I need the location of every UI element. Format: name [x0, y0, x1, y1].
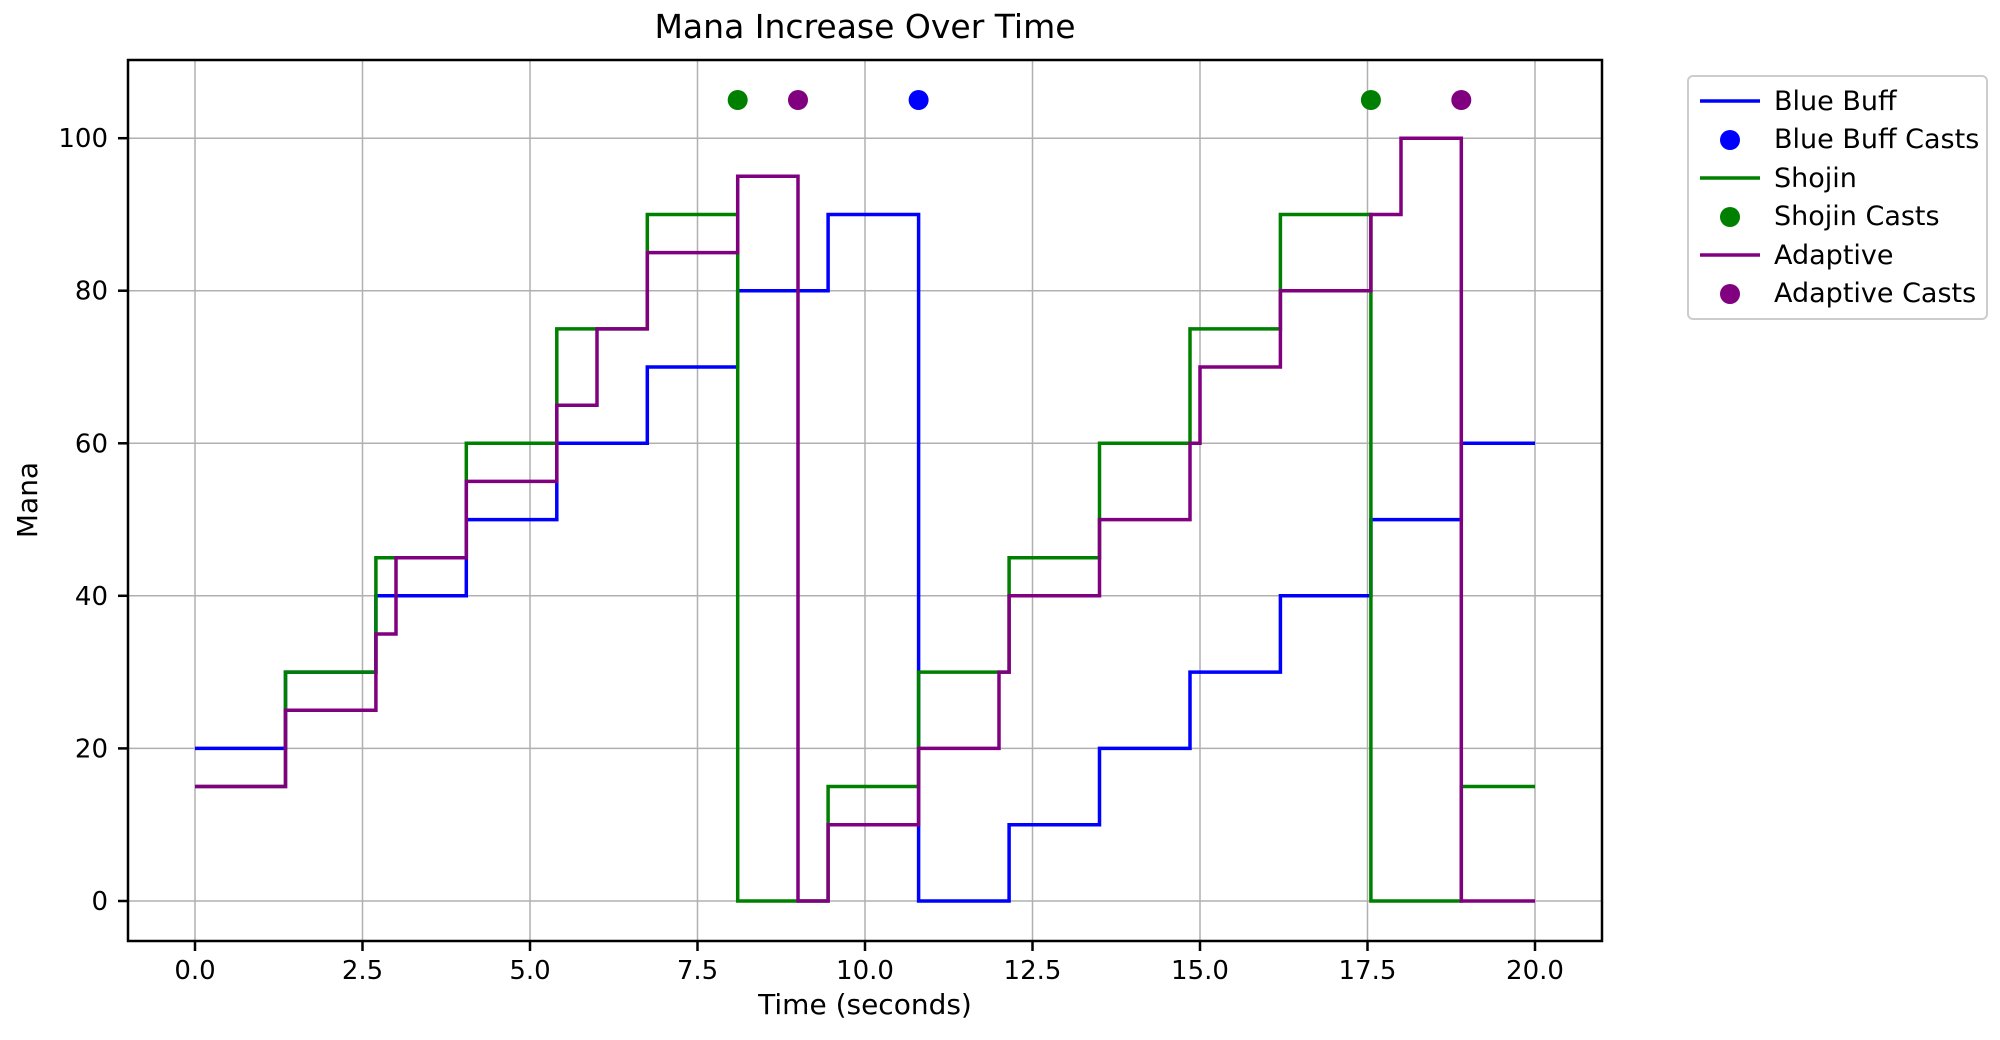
legend-marker-sample — [1720, 283, 1740, 304]
legend-line-sample — [1700, 253, 1760, 257]
x-tick-label: 17.5 — [1339, 956, 1397, 986]
x-tick-label: 7.5 — [677, 956, 718, 986]
legend-label: Blue Buff Casts — [1774, 124, 1980, 156]
y-tick-label: 20 — [75, 734, 108, 764]
legend-item-adaptive-casts: Adaptive Casts — [1696, 277, 1982, 311]
x-axis-label: Time (seconds) — [758, 988, 972, 1021]
legend-line-sample — [1700, 99, 1760, 104]
chart-title: Mana Increase Over Time — [654, 7, 1076, 46]
legend-label: Shojin Casts — [1774, 201, 1940, 233]
legend: Blue Buff Blue Buff Casts Shojin Shojin Cas… — [1687, 75, 1988, 320]
y-tick-label: 0 — [91, 887, 108, 917]
legend-line-sample — [1700, 176, 1760, 181]
x-tick-label: 20.0 — [1506, 956, 1564, 986]
series-line-adaptive — [195, 136, 1535, 903]
legend-marker-sample — [1720, 206, 1740, 227]
y-axis-label: Mana — [11, 461, 44, 539]
legend-marker-sample — [1720, 129, 1740, 150]
y-tick-label: 80 — [75, 277, 108, 307]
x-tick-label: 10.0 — [836, 956, 894, 986]
legend-item-blue-buff: Blue Buff — [1696, 84, 1982, 118]
x-tick-label: 12.5 — [1004, 956, 1062, 986]
legend-item-shojin-casts: Shojin Casts — [1696, 200, 1982, 234]
legend-label: Blue Buff — [1774, 85, 1897, 117]
x-tick-label: 15.0 — [1171, 956, 1229, 986]
series-line-blue-buff — [195, 212, 1535, 903]
legend-label: Adaptive Casts — [1774, 278, 1977, 310]
y-tick-label: 100 — [58, 124, 108, 154]
x-tick-label: 2.5 — [342, 956, 383, 986]
cast-marker-blue-buff-casts — [908, 90, 929, 110]
cast-marker-adaptive-casts — [1451, 90, 1472, 110]
cast-marker-shojin-casts — [727, 90, 748, 110]
cast-marker-shojin-casts — [1360, 90, 1381, 110]
cast-marker-adaptive-casts — [788, 90, 808, 110]
y-tick-label: 40 — [75, 582, 108, 612]
legend-item-adaptive: Adaptive — [1696, 238, 1982, 272]
legend-label: Adaptive — [1774, 239, 1894, 271]
x-tick-label: 5.0 — [509, 956, 550, 986]
y-tick-label: 60 — [75, 429, 108, 459]
legend-item-blue-buff-casts: Blue Buff Casts — [1696, 123, 1982, 157]
legend-label: Shojin — [1774, 162, 1857, 194]
legend-item-shojin: Shojin — [1696, 161, 1982, 195]
x-tick-label: 0.0 — [174, 956, 215, 986]
